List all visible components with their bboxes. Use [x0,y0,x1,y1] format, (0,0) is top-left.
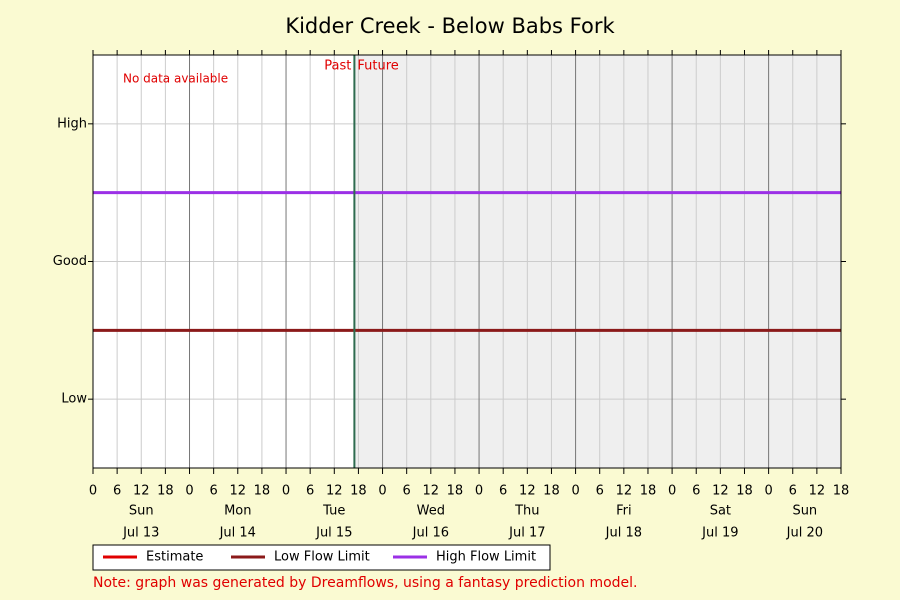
future-label: Future [357,59,398,74]
x-tick-label: 12 [230,484,247,499]
past-label: Past [324,59,351,74]
day-label: Sun [792,504,817,519]
x-tick-label: 6 [596,484,604,499]
x-tick-label: 12 [326,484,343,499]
x-tick-label: 12 [133,484,150,499]
y-tick-label: Low [61,392,87,407]
annotation: No data available [123,72,228,86]
x-tick-label: 6 [692,484,700,499]
x-tick-label: 6 [403,484,411,499]
note: Note: graph was generated by Dreamflows,… [93,575,638,591]
x-tick-label: 6 [113,484,121,499]
day-label: Thu [514,504,539,519]
date-label: Jul 15 [315,526,352,541]
x-tick-label: 0 [571,484,579,499]
x-tick-label: 0 [378,484,386,499]
x-tick-label: 6 [306,484,314,499]
legend-label: Low Flow Limit [274,550,370,565]
x-tick-label: 18 [833,484,850,499]
x-tick-label: 6 [210,484,218,499]
chart-title: Kidder Creek - Below Babs Fork [285,14,615,38]
date-label: Jul 20 [786,526,823,541]
y-tick-label: High [57,116,87,131]
x-tick-label: 18 [736,484,753,499]
day-label: Sun [129,504,154,519]
date-label: Jul 17 [508,526,545,541]
date-label: Jul 13 [122,526,159,541]
plot-frame [92,54,842,469]
x-tick-label: 6 [499,484,507,499]
date-label: Jul 18 [605,526,642,541]
y-tick-label: Good [53,254,87,269]
date-label: Jul 16 [412,526,449,541]
x-tick-label: 18 [350,484,367,499]
date-label: Jul 14 [219,526,256,541]
x-tick-label: 0 [282,484,290,499]
x-tick-label: 18 [543,484,560,499]
x-tick-label: 0 [89,484,97,499]
x-tick-label: 18 [157,484,174,499]
day-label: Fri [616,504,632,519]
x-tick-label: 18 [447,484,464,499]
day-label: Sat [710,504,731,519]
x-tick-label: 18 [254,484,271,499]
day-label: Mon [224,504,251,519]
x-tick-label: 0 [668,484,676,499]
x-tick-label: 12 [809,484,826,499]
x-tick-label: 6 [789,484,797,499]
x-tick-label: 0 [185,484,193,499]
x-tick-label: 12 [616,484,633,499]
x-tick-label: 12 [423,484,440,499]
date-label: Jul 19 [701,526,738,541]
x-tick-label: 12 [519,484,536,499]
legend-label: Estimate [146,550,203,565]
day-label: Tue [322,504,345,519]
x-tick-label: 18 [640,484,657,499]
x-tick-label: 0 [475,484,483,499]
x-tick-label: 0 [764,484,772,499]
legend-label: High Flow Limit [436,550,536,565]
x-tick-label: 12 [712,484,729,499]
day-label: Wed [417,504,445,519]
legend-box [92,544,551,571]
